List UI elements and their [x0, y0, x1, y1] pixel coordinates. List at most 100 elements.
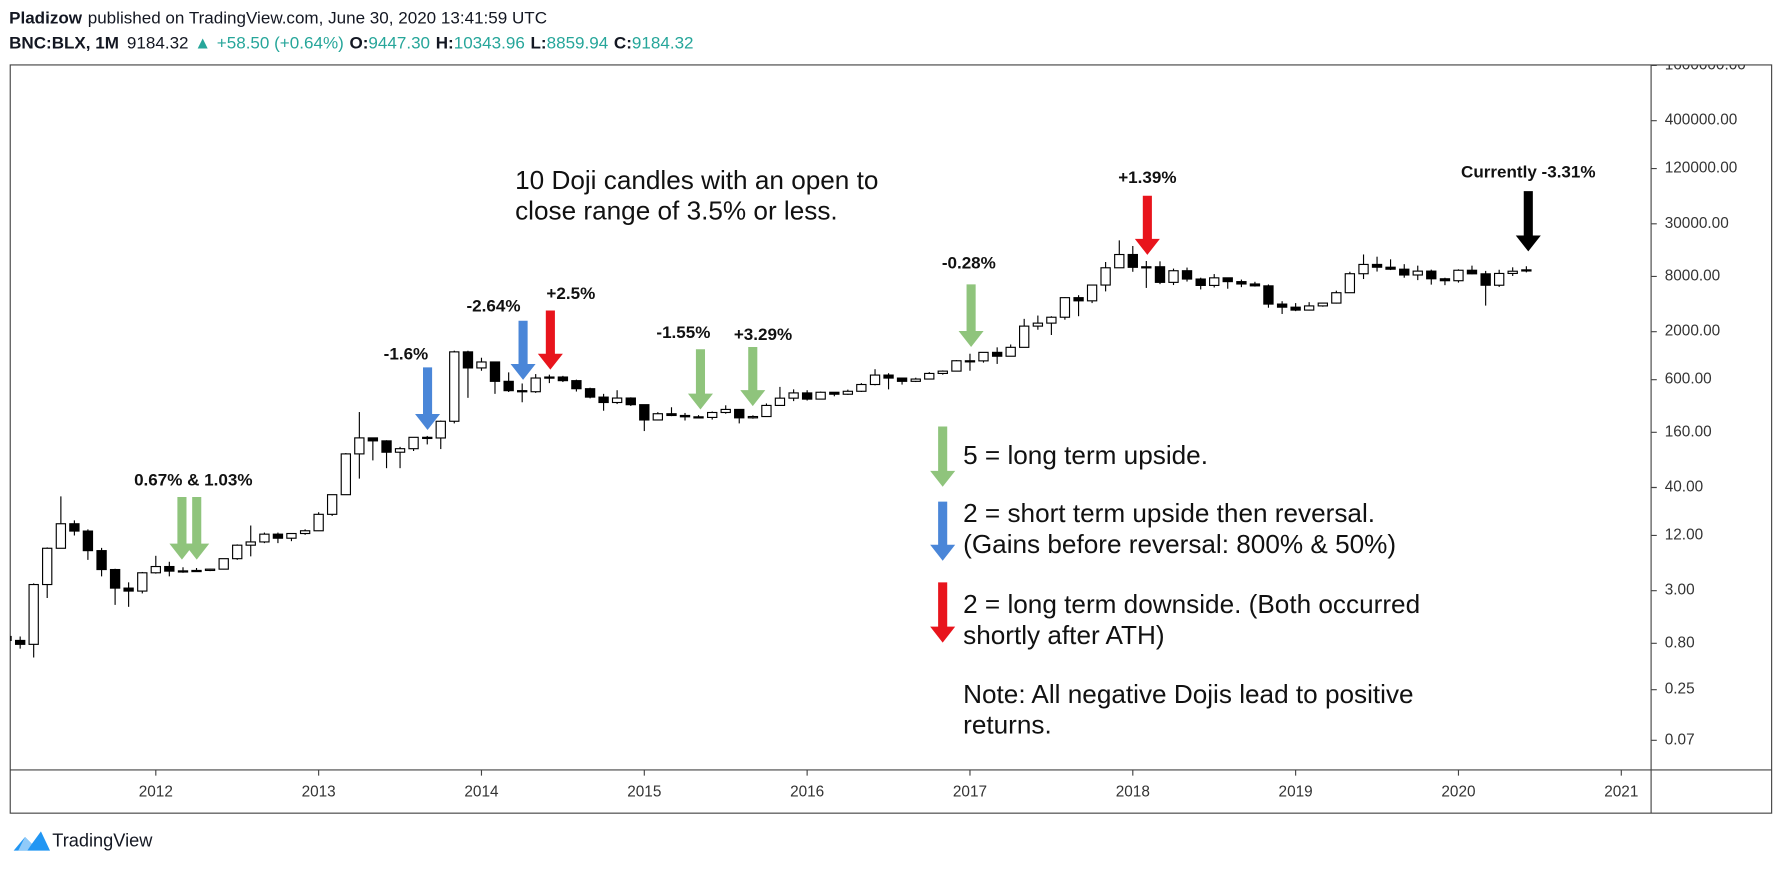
candle-body	[1276, 303, 1288, 308]
candle-body	[10, 635, 12, 642]
time-axis: 2012 2013 2014 2015 2016 2017 2018 2019 2020 2021	[139, 769, 1638, 801]
candle-body	[232, 544, 243, 560]
arrow	[687, 349, 713, 410]
candle-body	[951, 360, 962, 372]
candle-body	[449, 351, 460, 422]
x-tick-label: 2012	[139, 784, 173, 801]
candle-body	[937, 370, 948, 375]
candle-body	[286, 532, 297, 539]
close-label: C:	[614, 33, 632, 52]
candle-body	[1181, 270, 1193, 280]
candle-body	[1453, 269, 1464, 282]
high: 10343.96	[454, 33, 525, 52]
candle-body	[1100, 267, 1111, 286]
arrow	[930, 501, 956, 561]
annotation-label: Currently -3.31%	[1461, 162, 1596, 181]
candle-body	[408, 436, 419, 450]
y-tick-label: 0.25	[1665, 681, 1695, 698]
arrow	[510, 320, 536, 380]
published: published on TradingView.com, June 30, 2…	[88, 8, 547, 27]
candle-body	[516, 390, 528, 393]
arrow	[415, 367, 441, 430]
x-tick-label: 2013	[302, 784, 336, 801]
candle-body	[340, 453, 352, 496]
candle-body	[829, 391, 840, 395]
chart-frame	[9, 64, 1773, 814]
x-tick-label: 2019	[1279, 784, 1313, 801]
direction: ▲	[194, 33, 211, 52]
candle-body	[259, 533, 270, 543]
candle-body	[1195, 278, 1206, 286]
candle-body	[476, 361, 487, 369]
candle-body	[598, 396, 609, 404]
candle-body	[1371, 263, 1383, 268]
candle-body	[679, 414, 691, 418]
candle-body	[394, 448, 406, 453]
candle-body	[218, 558, 229, 570]
annotation-label: -0.28%	[942, 253, 996, 272]
candle-body	[367, 437, 379, 442]
candle-body	[1005, 346, 1016, 357]
candle-body	[544, 376, 555, 379]
candle-body	[109, 568, 121, 589]
candle-body	[69, 523, 80, 532]
candle-body	[869, 374, 881, 386]
legend-text: 5 = long term upside.	[963, 440, 1208, 470]
candle-body	[693, 416, 704, 419]
candle-body	[557, 376, 569, 382]
candle-body	[381, 440, 392, 453]
candle-body	[435, 420, 446, 439]
candle-body	[1290, 306, 1301, 311]
note-text: close range of 3.5% or less.	[515, 196, 838, 226]
y-tick-label: 600.00	[1665, 371, 1712, 388]
candle-body	[42, 547, 53, 586]
change: +58.50 (+0.64%)	[217, 33, 344, 52]
header-line-2: BNC:BLX, 1M 9184.32 ▲ +58.50 (+0.64%) O:9447…	[9, 33, 693, 52]
candle-body	[842, 390, 854, 395]
candle-body	[1168, 270, 1179, 283]
x-tick-label: 2021	[1604, 784, 1638, 801]
price-axis: 1600000.00 400000.00 120000.00 30000.00 8000…	[1651, 65, 1746, 748]
x-tick-label: 2015	[627, 784, 661, 801]
plot-area	[10, 240, 1532, 658]
candle-body	[1480, 273, 1491, 286]
candle-body	[1493, 272, 1505, 286]
arrow	[1515, 191, 1541, 252]
candle-body	[1358, 263, 1369, 275]
annotation-label: -2.64%	[467, 297, 521, 316]
candle-body	[1209, 277, 1220, 286]
legend-text: 2 = long term downside. (Both occurred	[963, 589, 1420, 619]
candle-body	[720, 408, 731, 414]
candle-body	[1019, 325, 1030, 348]
candle-body	[1127, 253, 1138, 268]
candle-body	[1412, 270, 1423, 276]
candle-body	[1263, 285, 1274, 305]
annotation-label: +1.39%	[1118, 168, 1176, 187]
footer-logo	[13, 831, 51, 851]
x-tick-label: 2020	[1441, 784, 1475, 801]
candle-body	[14, 639, 26, 645]
candle-body	[1141, 266, 1152, 269]
candle-body	[1154, 266, 1166, 283]
legend-text: (Gains before reversal: 800% & 50%)	[963, 529, 1396, 559]
candle-body	[1426, 270, 1437, 280]
candle-body	[666, 413, 677, 417]
candle-body	[1521, 269, 1532, 272]
annotation-label: 0.67% & 1.03%	[134, 471, 252, 490]
candle-body	[137, 572, 148, 592]
candle-body	[815, 391, 826, 400]
candle-body	[1331, 292, 1342, 304]
arrow	[1134, 195, 1160, 255]
candle-body	[761, 404, 772, 418]
candle-body	[82, 530, 94, 552]
x-tick-label: 2014	[464, 784, 499, 801]
candle-body	[1086, 284, 1098, 302]
candle-body	[28, 583, 39, 645]
price: 9184.32	[127, 33, 189, 52]
close: 9184.32	[632, 33, 694, 52]
logo-icon-accent	[18, 837, 32, 851]
candle-body	[462, 351, 474, 369]
candle-body	[503, 380, 514, 392]
